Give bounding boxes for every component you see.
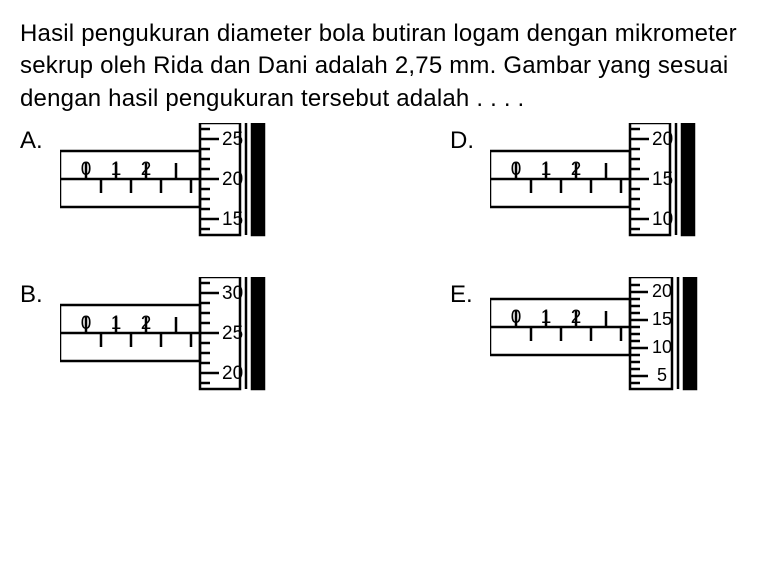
option-letter-b: B. xyxy=(20,281,48,309)
svg-text:5: 5 xyxy=(657,365,667,385)
svg-text:15: 15 xyxy=(652,169,673,190)
option-b: B. xyxy=(20,277,320,395)
svg-text:15: 15 xyxy=(222,209,243,230)
svg-text:30: 30 xyxy=(222,283,243,304)
micrometer-a: 0 1 2 25 20 15 xyxy=(60,123,290,241)
option-letter-d: D. xyxy=(450,127,478,155)
svg-text:0: 0 xyxy=(511,307,522,328)
option-e: E. xyxy=(450,277,750,395)
svg-text:20: 20 xyxy=(222,363,243,384)
svg-text:10: 10 xyxy=(652,337,672,357)
svg-text:2: 2 xyxy=(571,159,582,180)
svg-text:1: 1 xyxy=(111,313,122,334)
micrometer-b: 0 1 2 30 25 20 xyxy=(60,277,290,395)
svg-text:25: 25 xyxy=(222,323,243,344)
svg-text:15: 15 xyxy=(652,309,672,329)
option-a: A. xyxy=(20,123,320,241)
svg-text:2: 2 xyxy=(141,159,152,180)
svg-text:10: 10 xyxy=(652,209,673,230)
option-letter-a: A. xyxy=(20,127,48,155)
option-d: D. xyxy=(450,123,750,241)
svg-text:1: 1 xyxy=(541,159,552,180)
svg-text:0: 0 xyxy=(511,159,522,180)
question-text: Hasil pengukuran diameter bola butiran l… xyxy=(20,18,750,115)
svg-text:20: 20 xyxy=(652,129,673,150)
svg-text:1: 1 xyxy=(111,159,122,180)
svg-text:0: 0 xyxy=(81,313,92,334)
options-grid: A. xyxy=(20,123,750,395)
svg-text:20: 20 xyxy=(222,169,243,190)
svg-text:2: 2 xyxy=(141,313,152,334)
svg-text:0: 0 xyxy=(81,159,92,180)
micrometer-d: 0 1 2 20 15 10 xyxy=(490,123,720,241)
svg-text:1: 1 xyxy=(541,307,552,328)
svg-text:2: 2 xyxy=(571,307,582,328)
option-letter-e: E. xyxy=(450,281,478,309)
svg-text:25: 25 xyxy=(222,129,243,150)
svg-text:20: 20 xyxy=(652,281,672,301)
micrometer-e: 0 1 2 20 15 10 5 xyxy=(490,277,720,395)
